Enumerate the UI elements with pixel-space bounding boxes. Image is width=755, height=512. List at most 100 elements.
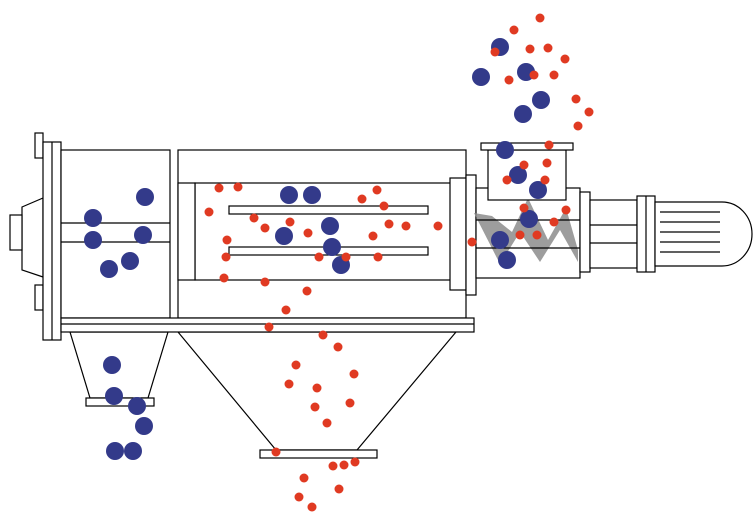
solid-particle — [103, 356, 121, 374]
screw-bar — [228, 205, 429, 215]
liquid-droplet — [214, 183, 224, 193]
liquid-droplet — [379, 201, 389, 211]
liquid-droplet — [368, 231, 378, 241]
liquid-droplet — [281, 305, 291, 315]
solid-particle — [105, 387, 123, 405]
motor-fins — [660, 211, 720, 253]
liquid-droplet — [504, 75, 514, 85]
hopper-plate — [480, 142, 574, 151]
liquid-droplet — [515, 230, 525, 240]
liquid-droplet — [502, 175, 512, 185]
liquid-droplet — [219, 273, 229, 283]
inlet-box — [60, 149, 171, 319]
liquid-droplet — [535, 13, 545, 23]
liquid-droplet — [260, 277, 270, 287]
drum-cap — [177, 182, 196, 281]
liquid-droplet — [334, 484, 344, 494]
liquid-droplet — [339, 460, 349, 470]
drum-cap — [449, 177, 467, 291]
liquid-droplet — [349, 369, 359, 379]
liquid-droplet — [571, 94, 581, 104]
liquid-droplet — [509, 25, 519, 35]
solid-particle — [136, 188, 154, 206]
solid-particle — [135, 417, 153, 435]
liquid-droplet — [233, 182, 243, 192]
solid-particle — [532, 91, 550, 109]
liquid-droplet — [303, 228, 313, 238]
solid-particle — [496, 141, 514, 159]
liquid-droplet — [285, 217, 295, 227]
liquid-droplet — [350, 457, 360, 467]
liquid-droplet — [204, 207, 214, 217]
liquid-droplet — [302, 286, 312, 296]
liquid-droplet — [264, 322, 274, 332]
liquid-droplet — [299, 473, 309, 483]
hopper-plate — [259, 449, 378, 459]
solid-particle — [100, 260, 118, 278]
liquid-droplet — [467, 237, 477, 247]
solid-particle — [321, 217, 339, 235]
solid-particle — [84, 209, 102, 227]
liquid-droplet — [529, 70, 539, 80]
solid-particle — [106, 442, 124, 460]
solid-particle — [84, 231, 102, 249]
solid-particle — [472, 68, 490, 86]
liquid-droplet — [573, 121, 583, 131]
solid-particle — [121, 252, 139, 270]
liquid-droplet — [345, 398, 355, 408]
liquid-droplet — [284, 379, 294, 389]
solid-particle — [514, 105, 532, 123]
liquid-droplet — [249, 213, 259, 223]
liquid-droplet — [221, 252, 231, 262]
liquid-droplet — [333, 342, 343, 352]
solid-particle — [303, 186, 321, 204]
solid-particle — [280, 186, 298, 204]
coupling — [579, 191, 591, 273]
motor — [654, 201, 753, 267]
inlet-cap — [9, 214, 23, 251]
liquid-droplet — [328, 461, 338, 471]
liquid-droplet — [561, 205, 571, 215]
liquid-droplet — [322, 418, 332, 428]
solid-particle — [498, 251, 516, 269]
liquid-droplet — [532, 230, 542, 240]
solid-particle — [275, 227, 293, 245]
liquid-droplet — [584, 107, 594, 117]
right-flange — [465, 174, 477, 296]
inlet-cone — [21, 197, 44, 278]
liquid-droplet — [549, 217, 559, 227]
liquid-droplet — [318, 330, 328, 340]
liquid-droplet — [307, 502, 317, 512]
solid-particle — [509, 166, 527, 184]
liquid-droplet — [433, 221, 443, 231]
solid-particle — [134, 226, 152, 244]
liquid-droplet — [310, 402, 320, 412]
liquid-droplet — [540, 175, 550, 185]
liquid-droplet — [401, 221, 411, 231]
solid-particle — [128, 397, 146, 415]
liquid-droplet — [519, 203, 529, 213]
liquid-droplet — [222, 235, 232, 245]
liquid-droplet — [519, 160, 529, 170]
liquid-droplet — [271, 447, 281, 457]
liquid-droplet — [560, 54, 570, 64]
solid-particle — [491, 231, 509, 249]
liquid-droplet — [543, 43, 553, 53]
liquid-droplet — [260, 223, 270, 233]
liquid-droplet — [372, 185, 382, 195]
liquid-droplet — [357, 194, 367, 204]
liquid-droplet — [291, 360, 301, 370]
liquid-droplet — [341, 252, 351, 262]
solid-particle — [520, 210, 538, 228]
tab — [34, 284, 44, 311]
liquid-droplet — [384, 219, 394, 229]
liquid-droplet — [314, 252, 324, 262]
solid-particle — [323, 238, 341, 256]
liquid-droplet — [312, 383, 322, 393]
liquid-droplet — [542, 158, 552, 168]
tab — [34, 132, 44, 159]
liquid-droplet — [294, 492, 304, 502]
liquid-droplet — [373, 252, 383, 262]
